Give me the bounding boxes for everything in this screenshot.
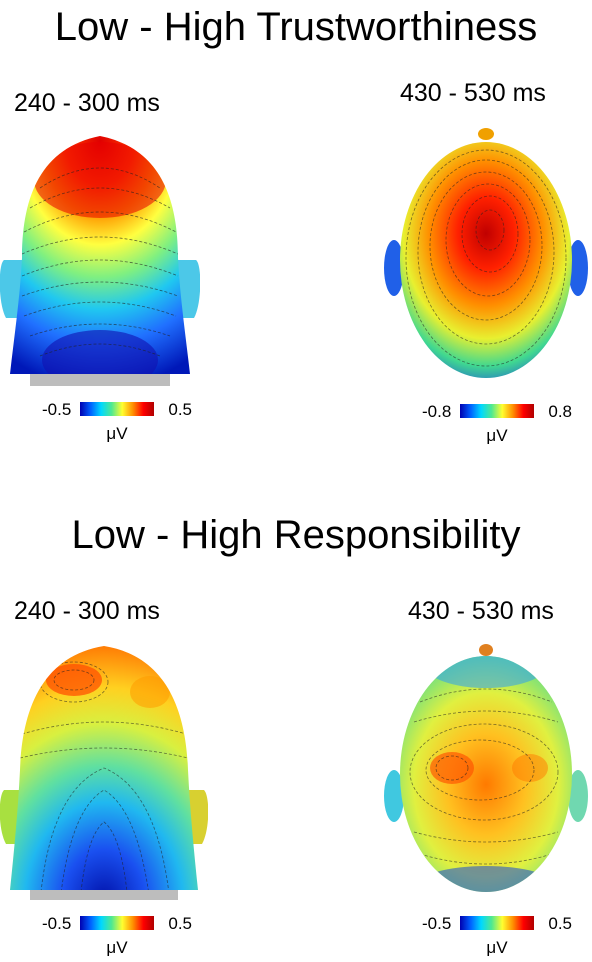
color-scale-unit: μV — [486, 938, 508, 957]
time-window-label: 240 - 300 ms — [14, 597, 160, 625]
color-scale-min: -0.8 — [422, 402, 452, 421]
color-scale-min: -0.5 — [422, 914, 452, 933]
color-scale-max: 0.5 — [168, 914, 192, 933]
panel-title-responsibility: Low - High Responsibility — [71, 513, 521, 557]
color-scale-bar — [460, 404, 534, 418]
color-scale-min: -0.5 — [42, 914, 72, 933]
scalp-map-back-view — [0, 646, 208, 900]
right-ear — [176, 260, 200, 318]
color-scale-bar — [460, 916, 534, 930]
time-window-label: 430 - 530 ms — [400, 79, 546, 107]
right-ear — [568, 240, 588, 296]
color-scale-unit: μV — [106, 938, 128, 957]
color-scale-unit: μV — [106, 424, 128, 443]
color-scale: -0.5 0.5 μV — [422, 914, 572, 962]
scalp-map-top-view — [384, 128, 588, 378]
color-scale-max: 0.5 — [168, 400, 192, 419]
nose — [478, 128, 494, 140]
color-scale: -0.5 0.5 μV — [42, 914, 192, 962]
color-scale: -0.5 0.5 μV — [42, 400, 192, 448]
scalp-map-back-view — [0, 136, 200, 386]
time-window-label: 240 - 300 ms — [14, 89, 160, 117]
color-scale-bar — [80, 402, 154, 416]
color-scale-max: 0.5 — [548, 914, 572, 933]
left-ear — [0, 260, 24, 318]
color-scale-bar — [80, 916, 154, 930]
color-scale-max: 0.8 — [548, 402, 572, 421]
right-ear — [568, 770, 588, 822]
color-scale: -0.8 0.8 μV — [422, 402, 572, 450]
panel-title-trustworthiness: Low - High Trustworthiness — [54, 5, 538, 49]
color-scale-unit: μV — [486, 426, 508, 445]
color-scale-min: -0.5 — [42, 400, 72, 419]
left-ear — [384, 770, 404, 822]
scalp-map-top-view — [384, 644, 588, 892]
nose — [479, 644, 493, 656]
time-window-label: 430 - 530 ms — [408, 597, 554, 625]
left-ear — [384, 240, 404, 296]
